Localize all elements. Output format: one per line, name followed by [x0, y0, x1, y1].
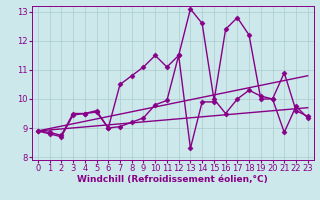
X-axis label: Windchill (Refroidissement éolien,°C): Windchill (Refroidissement éolien,°C): [77, 175, 268, 184]
